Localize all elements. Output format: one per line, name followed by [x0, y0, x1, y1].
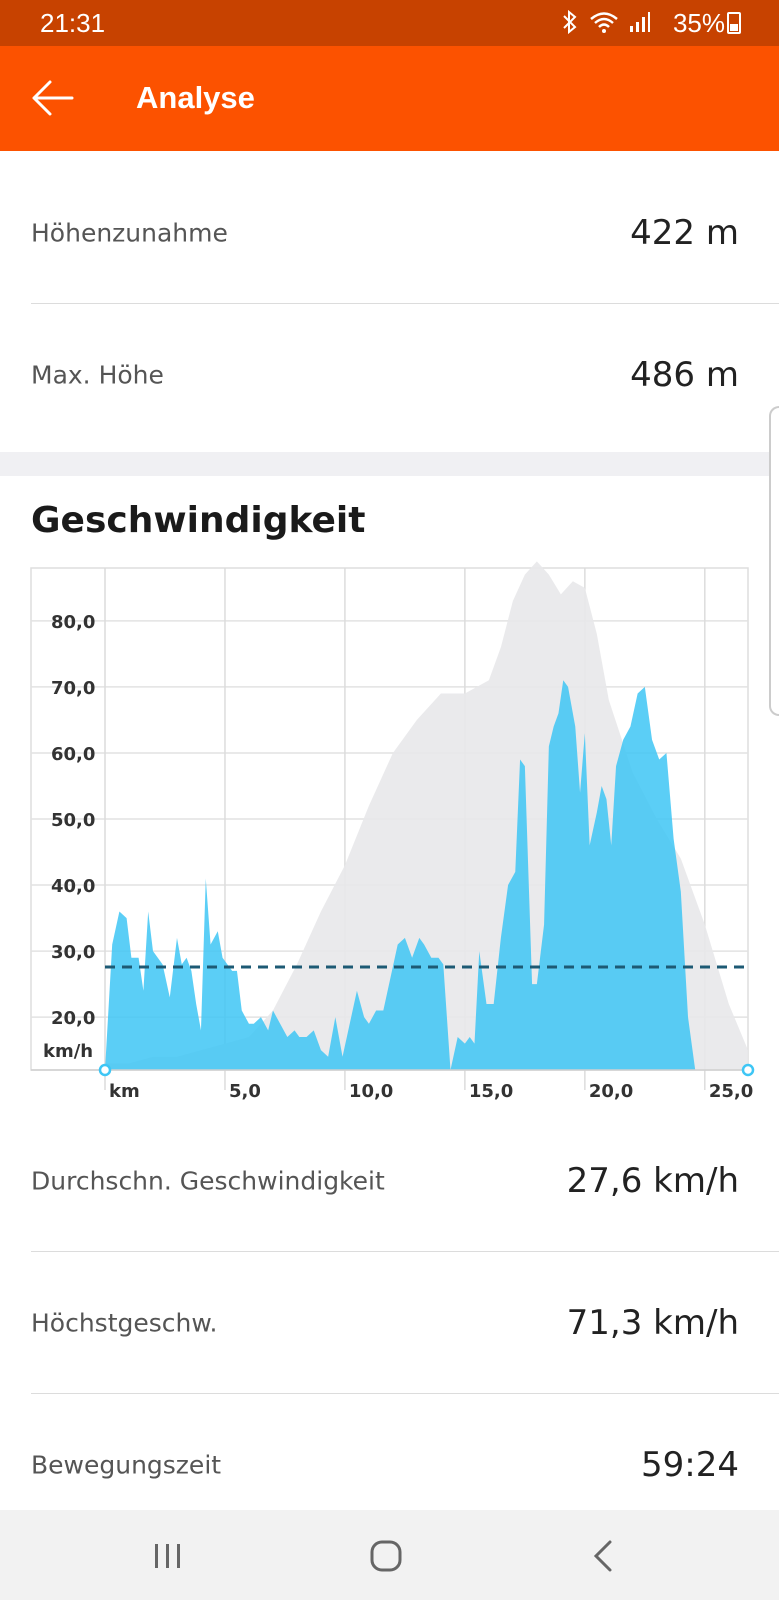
- x-unit-label: km: [109, 1081, 140, 1102]
- speed-section-title: Geschwindigkeit: [31, 500, 366, 541]
- wifi-icon: [590, 12, 618, 33]
- y-tick-label: 70,0: [51, 678, 95, 699]
- stat-value: 486 m: [630, 355, 739, 395]
- battery-percent: 35%: [672, 8, 725, 38]
- divider: [31, 303, 779, 304]
- divider: [31, 1393, 779, 1394]
- start-marker: [98, 1063, 112, 1077]
- speed-area: [105, 680, 748, 1070]
- app-bar: Analyse: [0, 46, 779, 151]
- x-tick-label: 15,0: [469, 1081, 513, 1102]
- divider: [31, 1251, 779, 1252]
- back-arrow-icon[interactable]: [28, 76, 78, 120]
- status-bar: 21:31 35%: [0, 0, 779, 46]
- y-tick-label: 20,0: [51, 1008, 95, 1029]
- y-tick-label: 80,0: [51, 612, 95, 633]
- y-tick-label: 50,0: [51, 810, 95, 831]
- x-tick-label: 25,0: [709, 1081, 753, 1102]
- y-tick-label: 30,0: [51, 942, 95, 963]
- speed-chart-svg: 20,0 30,0 40,0 50,0 60,0 70,0 80,0 km/h km 5,0 10,…: [30, 561, 755, 1102]
- stat-row-moving-time: Bewegungszeit 59:24: [0, 1394, 779, 1536]
- page-title: Analyse: [136, 80, 255, 115]
- battery-icon: [727, 12, 741, 34]
- stat-label: Höchstgeschw.: [31, 1308, 218, 1338]
- y-tick-label: 60,0: [51, 744, 95, 765]
- speed-chart: 20,0 30,0 40,0 50,0 60,0 70,0 80,0 km/h km 5,0 10,…: [0, 560, 779, 1120]
- home-icon[interactable]: [356, 1534, 416, 1578]
- end-marker: [741, 1063, 755, 1077]
- recent-apps-icon[interactable]: [138, 1534, 198, 1578]
- y-tick-label: 40,0: [51, 876, 95, 897]
- y-unit-label: km/h: [43, 1041, 93, 1062]
- status-icons: [561, 10, 651, 34]
- scroll-indicator[interactable]: [769, 406, 779, 716]
- stat-label: Max. Höhe: [31, 360, 164, 390]
- back-icon[interactable]: [574, 1534, 634, 1578]
- stat-row-max-speed: Höchstgeschw. 71,3 km/h: [0, 1252, 779, 1394]
- stat-value: 27,6 km/h: [566, 1161, 739, 1201]
- stat-value: 422 m: [630, 213, 739, 253]
- x-tick-label: 20,0: [589, 1081, 633, 1102]
- bluetooth-icon: [563, 10, 577, 34]
- stat-label: Durchschn. Geschwindigkeit: [31, 1166, 385, 1196]
- stat-row-avg-speed: Durchschn. Geschwindigkeit 27,6 km/h: [0, 1110, 779, 1252]
- stat-value: 59:24: [641, 1445, 739, 1485]
- x-tick-label: 10,0: [349, 1081, 393, 1102]
- stat-label: Höhenzunahme: [31, 218, 228, 248]
- stat-row-max-elevation: Max. Höhe 486 m: [0, 304, 779, 446]
- status-time: 21:31: [40, 8, 106, 38]
- stat-value: 71,3 km/h: [566, 1303, 739, 1343]
- signal-icon: [630, 12, 650, 32]
- stat-label: Bewegungszeit: [31, 1450, 222, 1480]
- system-nav-bar: [0, 1510, 779, 1600]
- stat-row-elevation-gain: Höhenzunahme 422 m: [0, 162, 779, 304]
- section-gap: [0, 452, 779, 476]
- x-tick-label: 5,0: [229, 1081, 261, 1102]
